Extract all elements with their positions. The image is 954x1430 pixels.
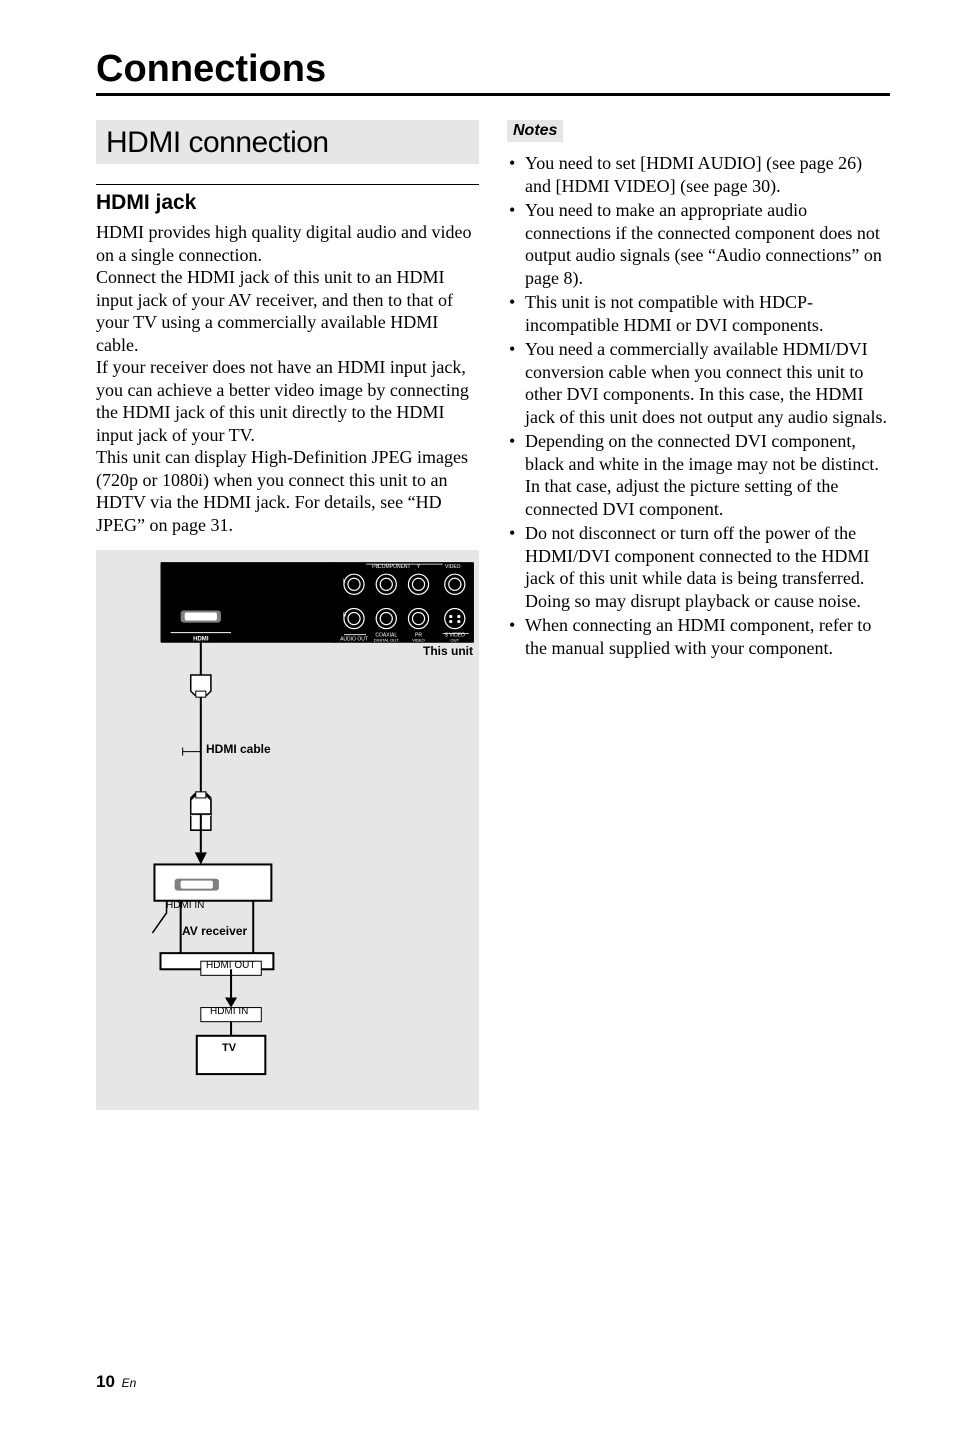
notes-heading: Notes <box>507 120 563 142</box>
connection-diagram: HDMI HDMI <box>96 550 479 1110</box>
hdmi-in-label-1: HDMI IN <box>166 900 204 911</box>
paragraph: If your receiver does not have an HDMI i… <box>96 356 479 446</box>
page-title: Connections <box>96 48 890 91</box>
svg-text:AUDIO OUT: AUDIO OUT <box>340 637 368 643</box>
this-unit-label: This unit <box>423 644 473 658</box>
list-item: Do not disconnect or turn off the power … <box>507 522 890 612</box>
list-item: Depending on the connected DVI component… <box>507 430 890 520</box>
page-root: Connections HDMI connection HDMI jack HD… <box>0 0 954 1110</box>
page-footer: 10 En <box>96 1372 136 1392</box>
hdmi-out-label: HDMI OUT <box>206 960 255 971</box>
list-item: You need to set [HDMI AUDIO] (see page 2… <box>507 152 890 197</box>
svg-text:VIDEO: VIDEO <box>445 564 461 570</box>
paragraph: HDMI provides high quality digital audio… <box>96 221 479 266</box>
body-text: HDMI provides high quality digital audio… <box>96 221 479 536</box>
svg-text:R: R <box>343 613 347 619</box>
paragraph: This unit can display High-Definition JP… <box>96 446 479 536</box>
section-heading-box: HDMI connection <box>96 120 479 164</box>
tv-label: TV <box>222 1042 236 1054</box>
list-item: You need to make an appropriate audio co… <box>507 199 890 289</box>
svg-text:DIGITAL OUT: DIGITAL OUT <box>374 638 399 643</box>
subheading: HDMI jack <box>96 191 479 215</box>
list-item: When connecting an HDMI component, refer… <box>507 614 890 659</box>
svg-text:HDMI: HDMI <box>193 637 209 643</box>
hdmi-in-label-2: HDMI IN <box>210 1006 248 1017</box>
av-receiver-label: AV receiver <box>182 924 247 938</box>
svg-text:VIDEO: VIDEO <box>412 638 425 643</box>
two-column-layout: HDMI connection HDMI jack HDMI provides … <box>96 120 890 1110</box>
diagram-svg: HDMI HDMI <box>96 550 479 1114</box>
svg-text:OUT: OUT <box>451 638 460 643</box>
page-number: 10 <box>96 1372 115 1391</box>
section-heading: HDMI connection <box>106 126 469 160</box>
svg-text:COMPONENT: COMPONENT <box>378 564 411 570</box>
notes-list: You need to set [HDMI AUDIO] (see page 2… <box>507 152 890 659</box>
page-lang: En <box>122 1376 137 1390</box>
hdmi-cable-label: HDMI cable <box>206 742 271 756</box>
subheading-rule <box>96 184 479 185</box>
title-rule <box>96 93 890 96</box>
list-item: This unit is not compatible with HDCP-in… <box>507 291 890 336</box>
svg-text:L: L <box>343 578 346 584</box>
list-item: You need a commercially available HDMI/D… <box>507 338 890 428</box>
right-column: Notes You need to set [HDMI AUDIO] (see … <box>507 120 890 1110</box>
paragraph: Connect the HDMI jack of this unit to an… <box>96 266 479 356</box>
left-column: HDMI connection HDMI jack HDMI provides … <box>96 120 479 1110</box>
